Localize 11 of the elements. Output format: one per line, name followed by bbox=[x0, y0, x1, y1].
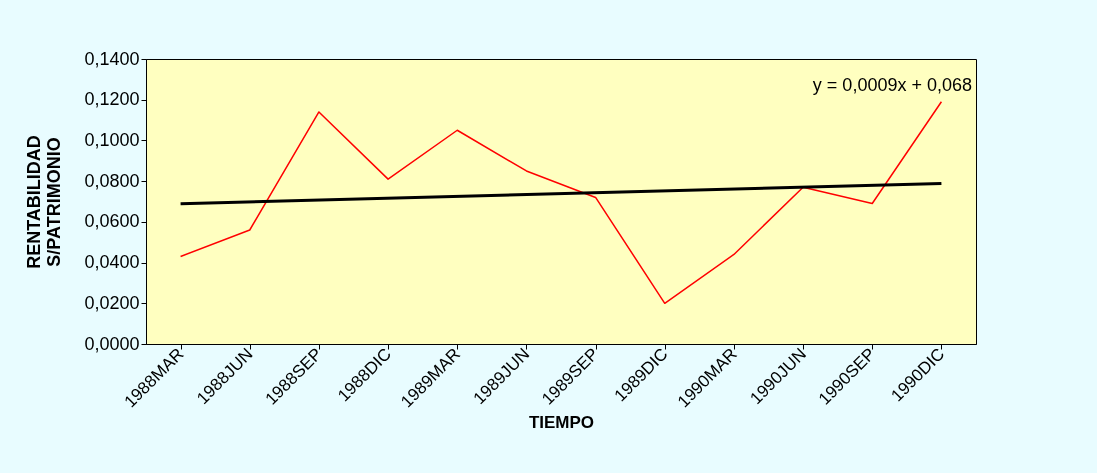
y-axis-title: RENTABILIDAD S/PATRIMONIO bbox=[24, 135, 65, 269]
y-tick-label: 0,0800 bbox=[84, 170, 140, 191]
annotation: y = 0,0009x + 0,068 bbox=[812, 75, 972, 95]
y-tick-label: 0,1000 bbox=[84, 129, 140, 150]
x-axis-title: TIEMPO bbox=[528, 412, 595, 432]
y-tick-label: 0,0600 bbox=[84, 211, 140, 232]
line-series bbox=[179, 101, 943, 305]
y-tick-label: 0,1200 bbox=[84, 89, 140, 110]
y-tick-label: 0,0400 bbox=[84, 252, 140, 273]
y-tick-label: 0,0200 bbox=[84, 292, 140, 313]
y-tick-label: 0,1400 bbox=[84, 48, 140, 69]
